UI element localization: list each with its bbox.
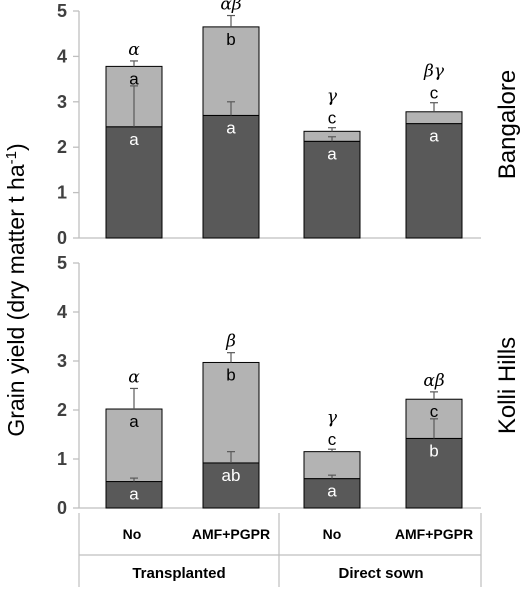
x-group-transplanted: Transplanted	[132, 565, 225, 582]
letter-lower: a	[129, 130, 139, 149]
panel-label: Kolli Hills	[494, 337, 521, 434]
y-tick-label: 4	[57, 302, 67, 322]
y-tick-label: 1	[57, 449, 67, 469]
letter-lower: a	[129, 485, 139, 504]
letter-total: βγ	[423, 62, 445, 82]
letter-lower: a	[429, 127, 439, 146]
bar-upper	[202, 361, 260, 464]
y-tick-label: 0	[57, 228, 67, 248]
bar-lower	[405, 437, 463, 509]
chart-panels: 012345Bangaloreaaαabαβacγacβγ012345Kolli…	[57, 0, 521, 518]
bar-upper	[105, 408, 163, 483]
letter-lower: a	[226, 118, 236, 137]
y-tick-label: 5	[57, 253, 67, 273]
letter-upper: c	[430, 84, 439, 103]
letter-upper: b	[226, 365, 235, 384]
x-category-3: No	[323, 526, 342, 542]
bar-lower	[303, 478, 361, 509]
letter-lower: b	[429, 441, 438, 460]
letter-total: αβ	[220, 0, 241, 15]
y-axis-label-superscript: -1	[3, 151, 20, 164]
letter-total: α	[128, 40, 140, 60]
letter-lower: a	[327, 144, 337, 163]
y-tick-label: 3	[57, 351, 67, 371]
y-axis-label-main: Grain yield (dry matter t ha	[3, 164, 29, 436]
y-axis-label: Grain yield (dry matter t ha-1)	[3, 143, 29, 436]
letter-total: γ	[327, 87, 338, 107]
letter-upper: c	[328, 109, 337, 128]
letter-upper: a	[129, 412, 139, 431]
bar-lower	[105, 481, 163, 509]
bar-upper	[405, 111, 463, 125]
x-axis-table	[78, 513, 482, 587]
bar-lower	[303, 140, 361, 239]
letter-lower: ab	[222, 466, 241, 485]
bar-lower	[202, 462, 260, 509]
y-tick-label: 2	[57, 137, 67, 157]
letter-upper: a	[129, 69, 139, 88]
letter-total: γ	[327, 408, 338, 428]
bar-upper	[303, 451, 361, 480]
y-axis-label-close: )	[3, 143, 29, 151]
x-category-1: No	[123, 526, 142, 542]
letter-total: β	[225, 332, 236, 352]
letter-total: α	[128, 367, 140, 387]
x-category-4: AMF+PGPR	[395, 526, 473, 542]
letter-upper: c	[430, 402, 439, 421]
letter-upper: b	[226, 30, 235, 49]
y-tick-label: 0	[57, 498, 67, 518]
y-tick-label: 5	[57, 1, 67, 21]
y-tick-label: 3	[57, 92, 67, 112]
letter-lower: a	[327, 482, 337, 501]
y-tick-label: 4	[57, 46, 67, 66]
x-category-2: AMF+PGPR	[192, 526, 270, 542]
letter-total: αβ	[423, 371, 444, 391]
panel-label: Bangalore	[494, 70, 521, 179]
bar-lower	[405, 123, 463, 239]
y-tick-label: 2	[57, 400, 67, 420]
bar-lower	[105, 126, 163, 239]
letter-upper: c	[328, 430, 337, 449]
x-group-direct-sown: Direct sown	[338, 565, 423, 582]
y-tick-label: 1	[57, 183, 67, 203]
